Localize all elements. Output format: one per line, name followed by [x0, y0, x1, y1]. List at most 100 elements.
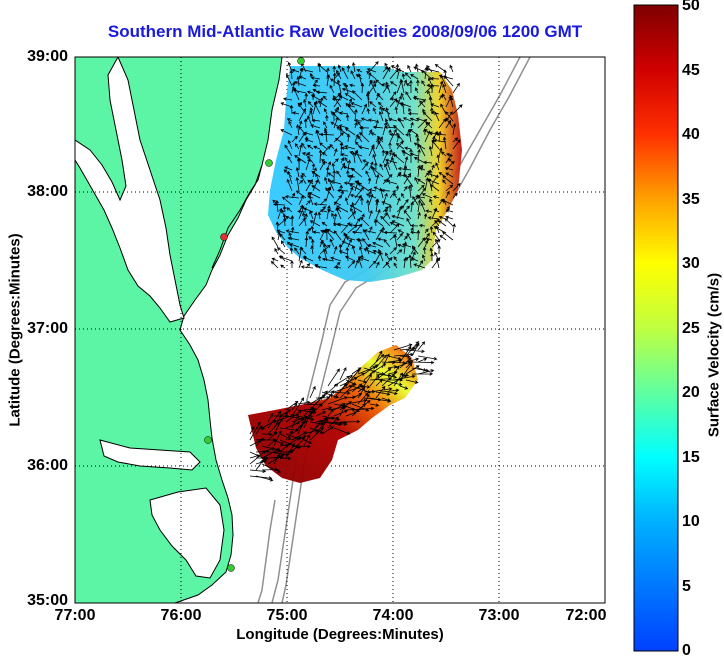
velocity-arrow [294, 155, 307, 164]
velocity-arrow [303, 428, 319, 435]
velocity-arrow [287, 236, 300, 241]
velocity-arrow [326, 205, 331, 220]
velocity-arrow [452, 139, 461, 150]
velocity-arrow [294, 143, 300, 150]
velocity-arrow [452, 182, 461, 192]
x-tick-label: 74:00 [372, 607, 414, 624]
velocity-arrow [424, 239, 429, 248]
velocity-arrow [255, 475, 274, 482]
velocity-arrow [267, 412, 274, 423]
velocity-arrow [315, 411, 327, 417]
velocity-arrow [403, 185, 408, 192]
velocity-arrow [351, 61, 356, 73]
velocity-arrow [368, 190, 372, 199]
velocity-arrow [381, 149, 386, 157]
velocity-arrow [431, 257, 441, 269]
velocity-arrow [396, 232, 403, 241]
velocity-arrow [345, 236, 356, 241]
velocity-arrow [303, 439, 313, 445]
velocity-arrow [372, 241, 384, 248]
velocity-arrow [382, 85, 389, 94]
velocity-arrow [321, 221, 328, 227]
barrier-island [211, 164, 263, 269]
velocity-arrow [430, 83, 435, 94]
velocity-arrow [387, 391, 398, 396]
velocity-arrow [284, 194, 300, 199]
velocity-arrow [336, 205, 349, 213]
bathymetry-contours [257, 57, 531, 603]
velocity-arrow [285, 442, 295, 459]
velocity-arrow [285, 421, 301, 429]
velocity-arrow [303, 118, 308, 129]
velocity-arrow [431, 239, 441, 248]
velocity-arrow [452, 104, 463, 115]
velocity-arrow [312, 167, 317, 178]
velocity-arrow [312, 230, 321, 234]
velocity-arrow [417, 367, 427, 372]
velocity-arrow [324, 176, 328, 185]
velocity-arrow [329, 180, 342, 185]
velocity-arrow [267, 453, 286, 465]
velocity-arrow [382, 121, 388, 136]
velocity-arrow [308, 236, 314, 241]
velocity-arrow [444, 166, 454, 171]
velocity-arrow [307, 100, 314, 108]
velocity-arrow [375, 119, 379, 129]
velocity-arrow [445, 215, 454, 220]
velocity-arrow [391, 156, 398, 171]
velocity-arrow [306, 90, 314, 94]
velocity-arrow [393, 124, 405, 136]
velocity-arrow [408, 254, 412, 269]
velocity-arrow [274, 247, 279, 255]
velocity-arrow [285, 73, 293, 87]
velocity-arrow [339, 377, 358, 387]
velocity-arrow [445, 190, 450, 199]
colorbar-tick: 30 [682, 255, 700, 272]
velocity-arrow [276, 229, 286, 234]
velocity-arrow [395, 142, 405, 150]
velocity-arrow [430, 252, 434, 262]
velocity-arrow [332, 169, 336, 185]
velocity-arrow [425, 237, 433, 242]
velocity-arrow [298, 205, 305, 220]
velocity-arrow [321, 257, 335, 262]
velocity-arrow [286, 178, 293, 192]
velocity-arrow [273, 430, 282, 447]
velocity-arrow [388, 117, 398, 122]
pamlico-sound [149, 487, 225, 579]
velocity-arrow [357, 256, 370, 262]
velocity-arrow [417, 259, 424, 269]
velocity-arrow [389, 246, 397, 255]
velocity-arrow [411, 360, 435, 365]
velocity-arrow [368, 144, 375, 157]
velocity-arrow [338, 124, 349, 129]
velocity-arrow [291, 68, 300, 73]
velocity-arrow [313, 101, 321, 115]
velocity-arrow [249, 454, 261, 459]
velocity-arrow [434, 111, 440, 122]
velocity-arrow [381, 226, 386, 234]
velocity-arrow [449, 64, 454, 73]
velocity-arrow [424, 228, 429, 234]
velocity-arrow [417, 118, 428, 129]
velocity-arrow [377, 237, 384, 242]
velocity-arrow [381, 373, 395, 387]
velocity-arrow [381, 373, 398, 379]
velocity-arrow [409, 117, 419, 122]
velocity-arrow [312, 179, 319, 192]
velocity-arrow [428, 145, 433, 157]
velocity-arrow [376, 135, 384, 143]
velocity-arrow [433, 138, 447, 143]
velocity-arrow [363, 393, 370, 405]
velocity-arrow [414, 87, 419, 94]
velocity-arrow [344, 83, 349, 94]
velocity-arrow [427, 77, 433, 87]
velocity-arrow [354, 180, 360, 192]
velocity-arrow [425, 121, 433, 129]
velocity-arrow [382, 66, 391, 80]
colorbar-tick: 40 [682, 126, 700, 143]
velocity-arrow [313, 145, 321, 150]
velocity-arrow [441, 93, 447, 101]
velocity-arrow [317, 254, 322, 262]
velocity-arrow [418, 223, 426, 228]
